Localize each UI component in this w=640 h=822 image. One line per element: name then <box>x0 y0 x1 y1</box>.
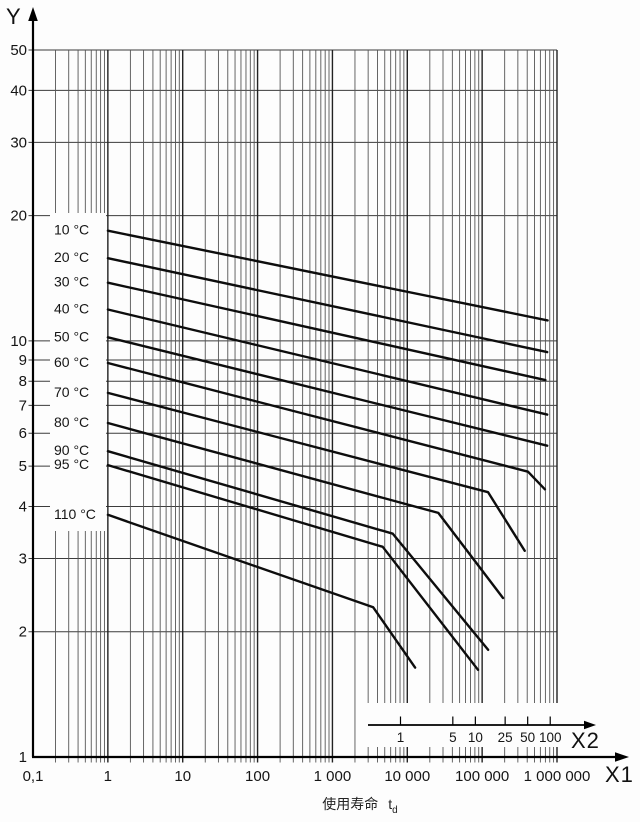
curve-60c <box>106 361 547 491</box>
x1-tick-label-2: 10 <box>174 768 191 785</box>
y-tick-label-10: 10 <box>10 333 27 350</box>
series-label-50c: 50 °C <box>54 328 89 344</box>
x2-tick-label-100: 100 <box>539 730 562 745</box>
y-tick-label-9: 9 <box>19 352 27 369</box>
x2-tick-label-1: 1 <box>397 730 405 745</box>
y-tick-label-6: 6 <box>19 425 27 442</box>
x2-tick-label-10: 10 <box>468 730 483 745</box>
series-label-20c: 20 °C <box>54 249 89 265</box>
caption-subscript: d <box>392 804 398 816</box>
x1-tick-label-5: 10 000 <box>384 768 430 785</box>
curve-20c <box>106 257 549 354</box>
series-label-70c: 70 °C <box>54 384 89 400</box>
x1-axis-title: X1 <box>605 762 634 787</box>
curve-30c <box>106 281 547 382</box>
y-tick-label-40: 40 <box>10 82 27 99</box>
curve-110c <box>106 513 417 669</box>
curve-90c <box>106 450 490 651</box>
curve-50c <box>106 336 549 447</box>
curve-70c <box>106 391 526 552</box>
y-axis-arrow <box>28 7 38 21</box>
x1-tick-label-1: 1 <box>104 768 112 785</box>
x1-tick-label-0: 0,1 <box>23 768 44 785</box>
series-label-10c: 10 °C <box>54 222 89 238</box>
x2-axis-arrow <box>584 720 596 730</box>
series-label-40c: 40 °C <box>54 300 89 316</box>
y-tick-label-8: 8 <box>19 373 27 390</box>
y-tick-label-30: 30 <box>10 134 27 151</box>
x2-tick-label-50: 50 <box>520 730 535 745</box>
series-label-box <box>50 213 106 531</box>
x2-axis-title: X2 <box>571 728 600 753</box>
y-tick-label-50: 50 <box>10 42 27 59</box>
series-label-90c: 90 °C <box>54 442 89 458</box>
curve-80c <box>106 421 505 600</box>
y-tick-label-20: 20 <box>10 208 27 225</box>
y-tick-label-7: 7 <box>19 397 27 414</box>
x1-axis-arrow <box>615 752 629 762</box>
x2-tick-label-5: 5 <box>449 730 457 745</box>
x-axis-caption: 使用寿命 td <box>250 794 470 816</box>
x1-tick-label-4: 1 000 <box>314 768 352 785</box>
series-label-110c: 110 °C <box>54 506 96 522</box>
series-label-30c: 30 °C <box>54 274 89 290</box>
y-tick-label-5: 5 <box>19 458 27 475</box>
y-tick-label-1: 1 <box>19 749 27 766</box>
curve-40c <box>106 308 549 416</box>
curve-95c <box>106 463 480 671</box>
series-label-60c: 60 °C <box>54 354 89 370</box>
y-tick-label-2: 2 <box>19 624 27 641</box>
y-tick-label-3: 3 <box>19 550 27 567</box>
x2-tick-label-25: 25 <box>498 730 513 745</box>
caption-symbol: t <box>388 796 393 812</box>
y-tick-label-4: 4 <box>19 498 27 515</box>
x1-tick-label-6: 100 000 <box>455 768 509 785</box>
y-axis-title: Y <box>6 4 22 29</box>
curve-10c <box>106 229 549 322</box>
series-label-95c: 95 °C <box>54 456 89 472</box>
caption-text: 使用寿命 <box>322 796 379 812</box>
x1-tick-label-3: 100 <box>245 768 270 785</box>
x1-tick-label-7: 1 000 000 <box>524 768 591 785</box>
series-label-80c: 80 °C <box>54 414 89 430</box>
